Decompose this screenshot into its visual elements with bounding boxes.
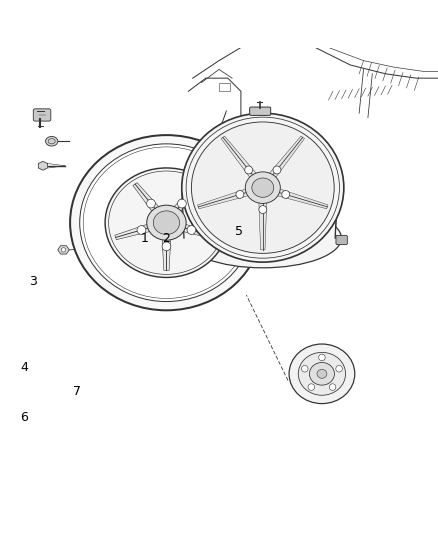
Text: 6: 6: [20, 411, 28, 424]
Ellipse shape: [184, 208, 341, 268]
Ellipse shape: [182, 113, 344, 262]
Polygon shape: [39, 161, 47, 170]
Polygon shape: [115, 223, 152, 240]
Polygon shape: [268, 136, 304, 179]
Ellipse shape: [289, 344, 355, 403]
Ellipse shape: [191, 122, 334, 253]
Text: 3: 3: [29, 276, 37, 288]
Ellipse shape: [80, 144, 253, 302]
FancyBboxPatch shape: [250, 107, 271, 115]
Circle shape: [259, 206, 267, 214]
Circle shape: [187, 225, 196, 235]
Circle shape: [236, 190, 244, 198]
Ellipse shape: [252, 178, 274, 197]
Ellipse shape: [153, 211, 180, 235]
Circle shape: [162, 242, 171, 251]
Circle shape: [336, 366, 343, 372]
Polygon shape: [259, 201, 267, 250]
Ellipse shape: [70, 135, 263, 310]
Circle shape: [61, 248, 66, 252]
Circle shape: [177, 199, 186, 208]
FancyBboxPatch shape: [336, 236, 347, 245]
Text: 4: 4: [20, 361, 28, 374]
Polygon shape: [133, 183, 160, 213]
Ellipse shape: [46, 136, 58, 146]
Polygon shape: [276, 189, 328, 209]
Circle shape: [273, 166, 281, 174]
Circle shape: [147, 199, 155, 208]
Ellipse shape: [147, 205, 186, 240]
Text: 1: 1: [141, 231, 148, 245]
Polygon shape: [162, 238, 171, 270]
Bar: [219, 84, 230, 91]
Polygon shape: [173, 183, 200, 213]
Circle shape: [245, 166, 253, 174]
Circle shape: [137, 225, 146, 235]
Text: 5: 5: [235, 225, 243, 238]
Ellipse shape: [105, 168, 228, 278]
Circle shape: [282, 190, 290, 198]
Polygon shape: [198, 189, 249, 209]
Ellipse shape: [309, 362, 335, 385]
Ellipse shape: [298, 352, 346, 395]
Text: 2: 2: [162, 231, 170, 245]
Polygon shape: [221, 136, 257, 179]
Circle shape: [329, 384, 336, 390]
Circle shape: [318, 354, 325, 361]
Polygon shape: [58, 246, 69, 254]
FancyBboxPatch shape: [33, 109, 51, 121]
Circle shape: [301, 366, 308, 372]
Polygon shape: [181, 223, 218, 240]
Ellipse shape: [245, 172, 280, 204]
Ellipse shape: [317, 369, 327, 378]
Circle shape: [308, 384, 314, 390]
Text: 7: 7: [73, 385, 81, 398]
Bar: [183, 188, 336, 238]
